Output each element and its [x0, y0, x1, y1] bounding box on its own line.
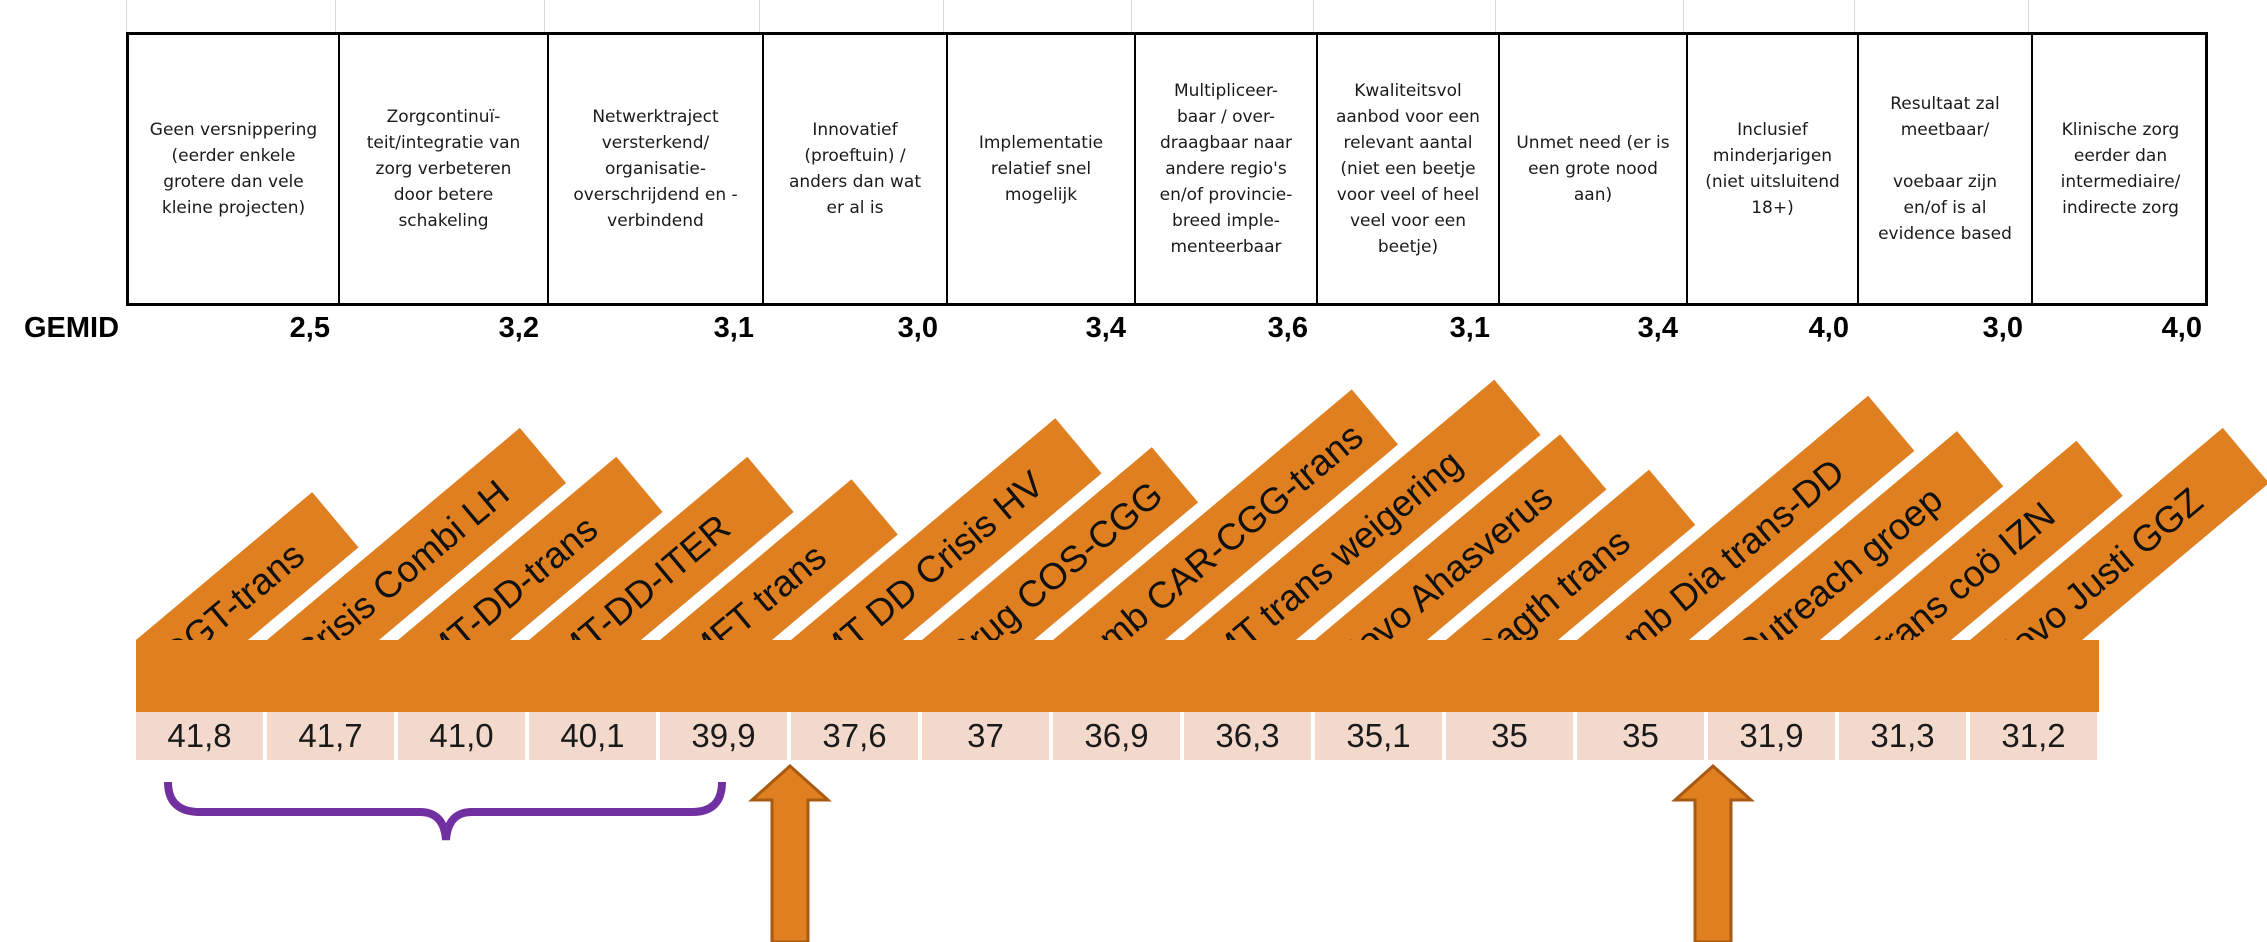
gridline: [943, 0, 944, 32]
average-value: 3,0: [897, 312, 938, 344]
gridline: [1495, 0, 1496, 32]
criterion-header-11[interactable]: Klinische zorg eerder dan intermediaire/…: [2031, 35, 2208, 303]
gridline: [126, 0, 127, 32]
up-arrow-icon: [1671, 763, 1755, 942]
average-value: 3,1: [1449, 312, 1490, 344]
criterion-text: Resultaat zal meetbaar/ voebaar zijn en/…: [1878, 94, 2012, 244]
score-cell: 41,7: [267, 712, 394, 760]
criterion-text: Implementatie relatief snel mogelijk: [978, 133, 1104, 205]
score-cell: 36,9: [1053, 712, 1180, 760]
average-value: 3,0: [1982, 312, 2023, 344]
tag-band: [136, 640, 2099, 712]
score-cell: 41,0: [398, 712, 525, 760]
gridline: [335, 0, 336, 32]
score-cell: 31,3: [1839, 712, 1966, 760]
score-cell: 35: [1577, 712, 1704, 760]
average-value: 4,0: [2161, 312, 2202, 344]
criterion-text: Multipliceer- baar / over- draagbaar naa…: [1159, 81, 1293, 257]
gridline: [544, 0, 545, 32]
score-cell: 37: [922, 712, 1049, 760]
average-value: 3,6: [1267, 312, 1308, 344]
gridline: [1854, 0, 1855, 32]
criterion-header-7[interactable]: Kwaliteitsvol aanbod voor een relevant a…: [1316, 35, 1498, 303]
score-cell: 41,8: [136, 712, 263, 760]
average-value: 4,0: [1808, 312, 1849, 344]
score-cell: 36,3: [1184, 712, 1311, 760]
gridline: [1683, 0, 1684, 32]
average-value: 3,4: [1085, 312, 1126, 344]
score-cell: 35: [1446, 712, 1573, 760]
average-value: 2,5: [289, 312, 330, 344]
average-value: 3,2: [498, 312, 539, 344]
criterion-header-8[interactable]: Unmet need (er is een grote nood aan): [1498, 35, 1686, 303]
gridline: [2028, 0, 2029, 32]
brace-icon: [164, 781, 726, 841]
up-arrow-icon: [748, 763, 832, 942]
score-cell: 39,9: [660, 712, 787, 760]
gridline: [1131, 0, 1132, 32]
score-cell: 40,1: [529, 712, 656, 760]
score-cell: 37,6: [791, 712, 918, 760]
criterion-header-5[interactable]: Implementatie relatief snel mogelijk: [946, 35, 1134, 303]
criterion-header-1[interactable]: Geen versnippering (eerder enkele groter…: [129, 35, 338, 303]
criterion-text: Geen versnippering (eerder enkele groter…: [149, 120, 318, 218]
average-value: 3,1: [713, 312, 754, 344]
criterion-text: Kwaliteitsvol aanbod voor een relevant a…: [1336, 81, 1480, 257]
criterion-text: Zorgcontinuï- teit/integratie van zorg v…: [366, 107, 521, 231]
score-cell: 31,2: [1970, 712, 2097, 760]
criterion-header-6[interactable]: Multipliceer- baar / over- draagbaar naa…: [1134, 35, 1316, 303]
gridline: [759, 0, 760, 32]
criterion-text: Innovatief (proeftuin) / anders dan wat …: [788, 120, 922, 218]
average-row-label: GEMID: [24, 312, 120, 344]
score-cell: 35,1: [1315, 712, 1442, 760]
criterion-text: Netwerktraject versterkend/ organisatie-…: [573, 107, 738, 231]
average-value: 3,4: [1637, 312, 1678, 344]
criterion-header-4[interactable]: Innovatief (proeftuin) / anders dan wat …: [762, 35, 946, 303]
score-cell: 31,9: [1708, 712, 1835, 760]
criterion-text: Unmet need (er is een grote nood aan): [1516, 133, 1670, 205]
criterion-header-9[interactable]: Inclusief minderjarigen (niet uitsluiten…: [1686, 35, 1857, 303]
criterion-text: Inclusief minderjarigen (niet uitsluiten…: [1705, 120, 1840, 218]
criterion-header-10[interactable]: Resultaat zal meetbaar/ voebaar zijn en/…: [1857, 35, 2031, 303]
criteria-table: Geen versnippering (eerder enkele groter…: [126, 32, 2208, 306]
criterion-header-3[interactable]: Netwerktraject versterkend/ organisatie-…: [547, 35, 762, 303]
criterion-header-2[interactable]: Zorgcontinuï- teit/integratie van zorg v…: [338, 35, 547, 303]
criterion-text: Klinische zorg eerder dan intermediaire/…: [2060, 120, 2181, 218]
gridline: [1313, 0, 1314, 32]
